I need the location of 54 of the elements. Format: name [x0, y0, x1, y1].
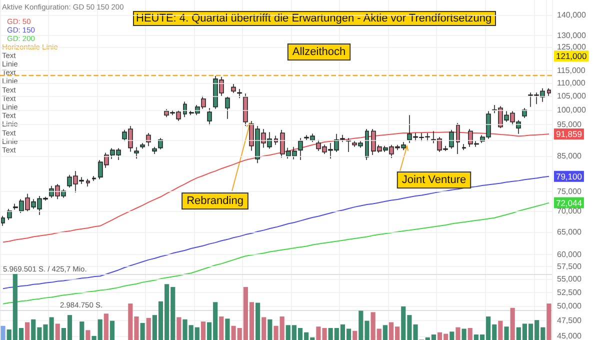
candlestick — [522, 108, 527, 118]
candlestick — [86, 178, 90, 187]
candlestick — [346, 138, 351, 152]
y-tick-label: 52,500 — [557, 288, 582, 297]
candlestick — [140, 142, 145, 150]
y-tick-label: 57,500 — [557, 262, 582, 272]
candlestick — [449, 130, 454, 150]
y-tick-label: 75,000 — [557, 186, 582, 196]
candlestick — [1, 215, 5, 226]
candlestick — [134, 146, 139, 160]
candlestick — [158, 138, 163, 150]
candlestick — [365, 128, 369, 160]
line-series — [2, 132, 550, 243]
y-tick-label: 45,000 — [557, 332, 582, 340]
data-label: 72,044 — [556, 198, 582, 208]
candlestick — [340, 134, 345, 142]
y-tick-label: 65,000 — [557, 227, 582, 236]
text: HEUTE: 4. Quartal übertrifft die Erwartungen - Aktie vor Trendfortsetzung — [136, 12, 492, 24]
y-tick-label: 70,000 — [557, 206, 582, 216]
candlestick — [274, 135, 278, 146]
candlestick — [547, 88, 551, 96]
annotation: 121,000 — [556, 51, 587, 62]
data-label: 79,100 — [556, 171, 582, 182]
candlestick — [462, 144, 466, 150]
data-label: 91,859 — [556, 129, 582, 140]
y-tick-label: 47,500 — [557, 316, 582, 326]
annotation: Rebranding — [186, 195, 244, 207]
y-tick-label: 50,000 — [557, 302, 582, 311]
y-tick-label: 85,000 — [557, 152, 582, 160]
candlestick — [92, 176, 96, 182]
candlestick — [7, 208, 12, 220]
candlestick — [456, 122, 460, 154]
candlestick — [183, 101, 187, 118]
candlestick — [298, 138, 303, 160]
y-tick-label: 105,000 — [557, 92, 586, 101]
y-tick-label: 125,000 — [557, 42, 586, 52]
candlestick — [237, 88, 242, 98]
y-tick-label: 115,000 — [557, 66, 586, 75]
line-series — [2, 176, 550, 290]
y-tick-label: 130,000 — [557, 31, 586, 40]
candlestick — [146, 132, 151, 147]
y-tick-label: 55,000 — [557, 274, 582, 284]
candlestick — [225, 96, 230, 120]
annotation: Allzeithoch — [292, 46, 346, 58]
candlestick — [243, 93, 248, 126]
candlestick — [152, 146, 157, 154]
y-tick-label: 95,000 — [557, 120, 582, 130]
y-tick-label: 60,000 — [557, 250, 582, 260]
candlestick — [231, 84, 236, 94]
y-tick-label: 110,000 — [557, 78, 586, 88]
y-tick-label: 100,000 — [557, 106, 586, 114]
candlestick — [207, 108, 212, 126]
annotation: Joint Venture — [402, 174, 466, 186]
y-tick-label: 140,000 — [557, 10, 586, 20]
